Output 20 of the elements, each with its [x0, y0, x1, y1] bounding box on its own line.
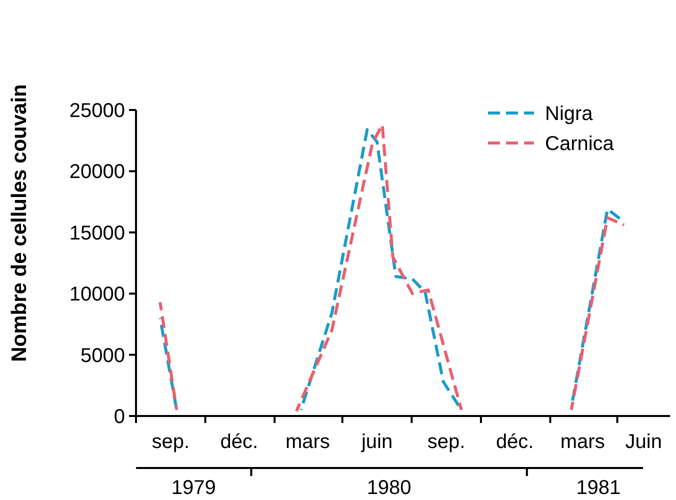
y-tick-label: 0: [114, 406, 125, 428]
y-tick-label: 10000: [69, 284, 125, 306]
y-tick-label: 25000: [69, 100, 125, 122]
x-tick-label: déc.: [220, 431, 258, 453]
x-tick-label: mars: [285, 431, 330, 453]
y-tick-label: 20000: [69, 161, 125, 184]
x-tick-label: déc.: [496, 431, 534, 453]
y-tick-label: 5000: [80, 344, 125, 367]
text: 1979: [171, 477, 216, 499]
text: 1980: [366, 477, 412, 499]
legend-label: Carnica: [545, 133, 615, 155]
x-tick-label: juin: [360, 431, 393, 453]
x-tick-label: mars: [560, 431, 605, 453]
y-axis-title: Nombre de cellules couvain: [8, 84, 31, 362]
x-tick-label: Juin: [625, 431, 662, 453]
y-tick-label: 15000: [69, 222, 125, 244]
text: 1981: [576, 477, 621, 499]
legend-label: Nigra: [545, 103, 594, 125]
x-tick-label: sep.: [427, 431, 466, 453]
x-tick-label: sep.: [152, 431, 190, 453]
